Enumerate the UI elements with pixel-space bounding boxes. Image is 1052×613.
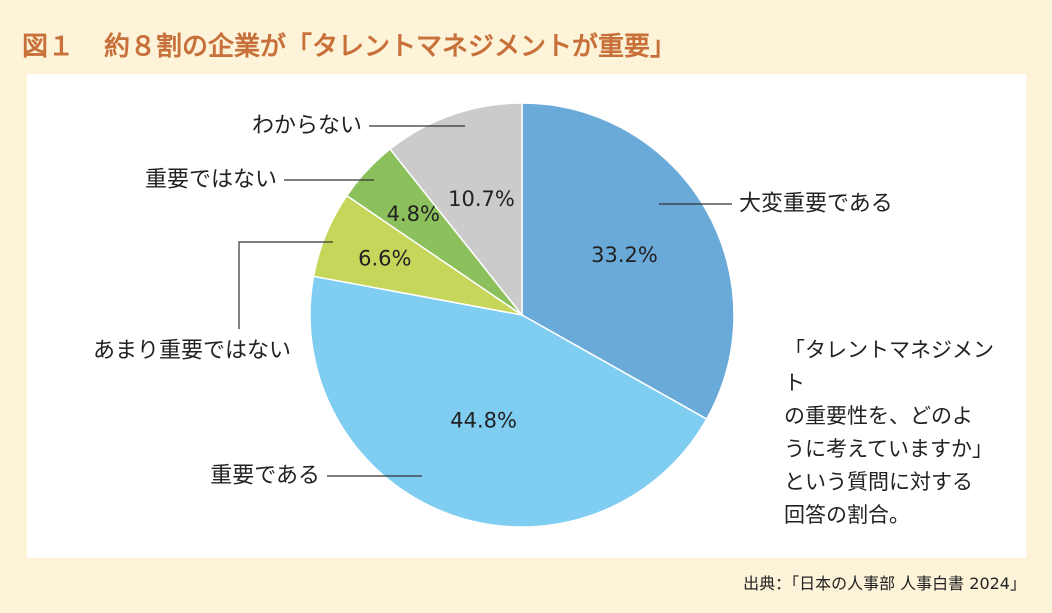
slice-value-label-3: 4.8% — [387, 202, 440, 226]
pie-slice-4 — [389, 102, 523, 318]
source-credit: 出典：「日本の人事部 人事白書 2024」 — [743, 574, 1026, 593]
slice-value-label-1: 44.8% — [450, 409, 517, 433]
leader-line-2 — [238, 241, 333, 329]
survey-note: 「タレントマネジメント の重要性を、どのよ うに考えていますか」 という質問に対… — [784, 338, 994, 527]
slice-category-label-4: わからない — [252, 114, 362, 139]
figure-title-text: 約８割の企業が「タレントマネジメントが重要」 — [104, 31, 677, 62]
figure-number: 図１ — [22, 31, 75, 62]
chart-panel: 33.2% 44.8% 6.6% 4.8% 10.7% 大変重要である重要である あまり重要… — [27, 74, 1026, 558]
slice-category-label-3: 重要ではない — [145, 168, 277, 193]
slice-category-label-1: 重要である — [210, 464, 320, 489]
slice-value-label-0: 33.2% — [591, 243, 658, 267]
pie-slice-0 — [521, 102, 735, 421]
slice-category-label-0: 大変重要である — [739, 192, 893, 217]
slice-value-label-4: 10.7% — [448, 187, 515, 211]
slice-value-label-2: 6.6% — [358, 247, 411, 271]
pie-slice-1 — [309, 275, 708, 528]
figure-title: 図１ 約８割の企業が「タレントマネジメントが重要」 — [22, 24, 676, 64]
slice-category-label-2: あまり重要ではない — [93, 339, 291, 364]
